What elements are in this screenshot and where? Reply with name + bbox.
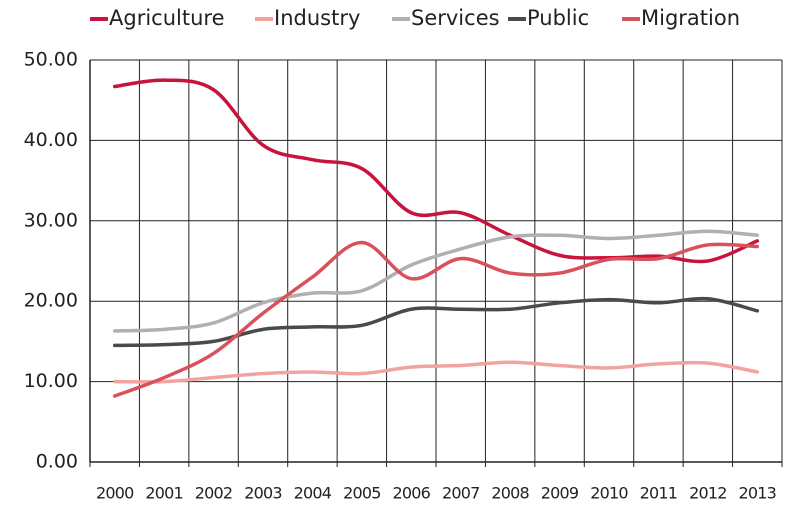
series-line — [112, 240, 760, 398]
series-line — [112, 296, 760, 348]
x-tick-label: 2011 — [640, 484, 678, 503]
x-tick-label: 2002 — [195, 484, 233, 503]
series-line — [112, 229, 760, 333]
x-tick-label: 2006 — [393, 484, 431, 503]
x-tick-label: 2012 — [689, 484, 727, 503]
x-tick-label: 2005 — [343, 484, 381, 503]
y-tick-label: 20.00 — [24, 290, 78, 312]
legend-label: Industry — [274, 6, 360, 30]
y-tick-label: 30.00 — [24, 209, 78, 231]
series-line — [112, 78, 760, 264]
series-line — [112, 360, 760, 384]
x-tick-label: 2009 — [541, 484, 579, 503]
x-tick-label: 2000 — [96, 484, 134, 503]
x-tick-label: 2007 — [442, 484, 480, 503]
y-tick-label: 10.00 — [24, 370, 78, 392]
legend-label: Migration — [641, 6, 740, 30]
x-tick-label: 2010 — [590, 484, 628, 503]
legend-label: Agriculture — [109, 6, 225, 30]
y-tick-label: 50.00 — [24, 49, 78, 71]
legend-label: Public — [527, 6, 589, 30]
x-tick-label: 2001 — [145, 484, 183, 503]
x-tick-label: 2004 — [294, 484, 332, 503]
y-tick-label: 0.00 — [36, 451, 78, 473]
x-tick-label: 2008 — [491, 484, 529, 503]
x-tick-label: 2013 — [739, 484, 777, 503]
legend-label: Services — [411, 6, 500, 30]
y-tick-label: 40.00 — [24, 129, 78, 151]
x-tick-label: 2003 — [244, 484, 282, 503]
